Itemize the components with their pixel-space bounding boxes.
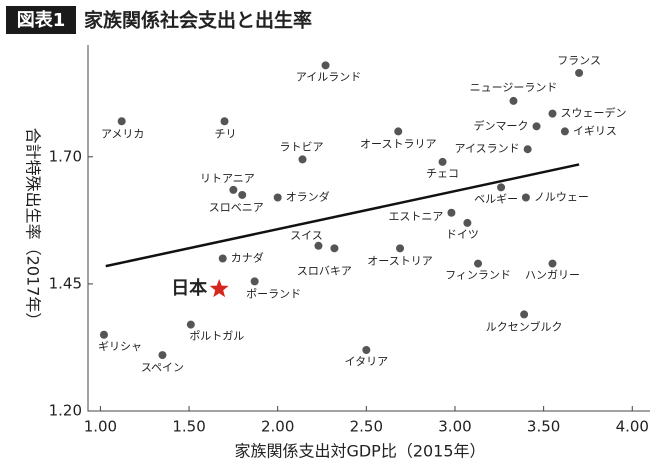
- x-tick-label: 4.00: [616, 418, 649, 436]
- point-label: オランダ: [286, 190, 330, 204]
- y-tick-label: 1.70: [49, 147, 82, 165]
- point: [218, 254, 227, 263]
- point-label: ルクセンブルク: [486, 319, 563, 333]
- point-label: フランス: [557, 54, 601, 67]
- point-label: アイスランド: [455, 142, 520, 155]
- point: [117, 117, 126, 126]
- point-label: デンマーク: [474, 118, 529, 132]
- point: [474, 259, 483, 268]
- x-tick-label: 3.50: [527, 418, 560, 436]
- point-label: チェコ: [426, 167, 459, 180]
- point: [520, 310, 529, 319]
- x-tick-label: 1.50: [172, 418, 205, 436]
- point: [575, 68, 584, 77]
- point-label: フィンランド: [445, 269, 511, 282]
- point: [298, 155, 307, 164]
- point: [158, 351, 167, 360]
- point-label: ニュージーランド: [470, 81, 558, 94]
- point-label: 日本: [171, 277, 207, 299]
- x-tick-label: 1.00: [84, 418, 117, 436]
- point-label: スウェーデン: [560, 106, 626, 120]
- point: [497, 183, 506, 192]
- point-label: スロベニア: [209, 201, 264, 214]
- point: [314, 241, 323, 250]
- point: [509, 96, 518, 105]
- point-label: エストニア: [388, 210, 443, 223]
- point-label: ノルウェー: [534, 191, 589, 204]
- point: [229, 185, 238, 194]
- point-label: ポルトガル: [189, 330, 244, 343]
- point-label: アイルランド: [296, 70, 361, 83]
- point-label: リトアニア: [200, 172, 255, 185]
- point-label: スロバキア: [297, 264, 352, 277]
- point-label: イタリア: [345, 355, 389, 368]
- point: [438, 157, 447, 166]
- point-label: オーストラリア: [360, 137, 436, 150]
- point-label: ドイツ: [446, 228, 479, 241]
- point: [330, 244, 339, 253]
- point: [521, 193, 530, 202]
- badge: 図表1: [17, 9, 66, 31]
- y-axis-label: 合計特殊出生率（2017年）: [24, 128, 43, 329]
- point: [548, 259, 557, 268]
- point: [463, 218, 472, 227]
- x-tick-label: 2.00: [261, 418, 294, 436]
- point: [99, 330, 108, 339]
- x-axis-label: 家族関係支出対GDP比（2015年）: [234, 442, 485, 461]
- point: [396, 244, 405, 253]
- point: [209, 279, 229, 298]
- point-label: ラトビア: [280, 140, 324, 153]
- point-label: チリ: [215, 127, 237, 140]
- point: [560, 127, 569, 136]
- point-label: イギリス: [573, 124, 617, 137]
- point-label: カナダ: [231, 251, 264, 265]
- point: [447, 208, 456, 217]
- point: [220, 117, 229, 126]
- x-tick-label: 2.50: [350, 418, 383, 436]
- point: [238, 190, 247, 199]
- trend-line: [105, 163, 580, 268]
- point-label: ハンガリー: [525, 269, 580, 282]
- point-label: オーストリア: [367, 254, 432, 267]
- point: [362, 346, 371, 354]
- point: [273, 193, 282, 202]
- point-label: ベルギー: [474, 192, 518, 205]
- point: [186, 320, 195, 329]
- point: [532, 122, 541, 131]
- y-tick-label: 1.45: [49, 274, 82, 292]
- y-tick-label: 1.20: [49, 402, 82, 420]
- x-tick-label: 3.00: [438, 418, 471, 436]
- point: [523, 145, 532, 154]
- point: [250, 277, 259, 286]
- point: [321, 61, 330, 70]
- point: [394, 127, 403, 136]
- chart-title: 家族関係社会支出と出生率: [84, 9, 312, 32]
- point-label: スペイン: [141, 361, 184, 374]
- point-label: アメリカ: [101, 127, 144, 140]
- point-label: ポーランド: [246, 287, 301, 300]
- point-label: スイス: [290, 229, 323, 242]
- point: [548, 109, 557, 118]
- badge-bg: [6, 6, 76, 34]
- point-label: ギリシャ: [98, 340, 142, 353]
